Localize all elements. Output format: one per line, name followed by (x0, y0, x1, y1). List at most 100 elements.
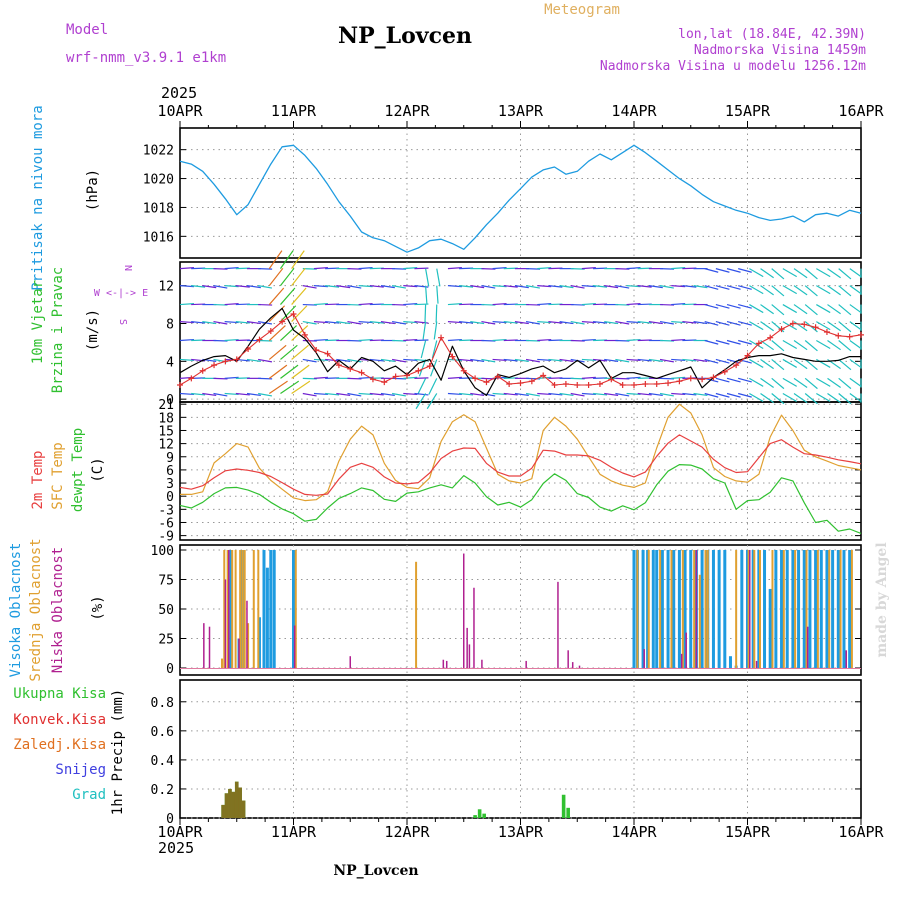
wind-arrow (637, 358, 652, 362)
wind-arrow (415, 393, 427, 410)
cloud-bar (241, 550, 244, 668)
x-tick-label-bottom: 16APR (838, 823, 884, 841)
wind-speed-point (551, 381, 558, 388)
wind-arrow (235, 320, 250, 324)
wind-arrow (648, 285, 663, 289)
y-tick-label: 8 (166, 317, 174, 332)
wind-arrow (291, 380, 311, 394)
wind-arrow (369, 285, 384, 288)
precip-conv-bar (241, 800, 246, 818)
wind-arrow (749, 339, 764, 350)
wind-arrow (615, 358, 630, 363)
wind-arrow (459, 392, 474, 396)
wind-arrow (793, 321, 808, 332)
cloud-bar (636, 550, 639, 668)
wind-speed-point (653, 381, 660, 388)
wind-arrow (782, 392, 798, 403)
wind-speed-point (335, 362, 342, 369)
wind-speed-point (585, 381, 592, 388)
wind-arrow (581, 320, 596, 324)
wind-arrow (179, 392, 195, 396)
cloud-bar (647, 550, 650, 668)
precip-conv-bar (228, 788, 232, 818)
wind-arrow (671, 376, 686, 379)
wind-arrow (313, 302, 328, 306)
wind-arrow (804, 393, 818, 405)
wind-arrow (648, 321, 663, 325)
wind-arrow (659, 358, 674, 363)
wind-speed-point (676, 378, 683, 385)
x-tick-label-bottom: 10APR (157, 823, 203, 841)
cloud-mid-title: Srednja Oblacnost (28, 538, 44, 681)
cloud-bar (825, 550, 829, 668)
wind-arrow (470, 285, 485, 289)
wind-arrow (447, 320, 462, 324)
wind-speed-point (472, 375, 479, 382)
y-tick-label: 75 (158, 574, 174, 589)
wind-arrow (279, 250, 294, 269)
wind-arrow (671, 358, 686, 362)
axis-labels: 101610181020102204812-9-6-30369121518210… (143, 102, 885, 841)
wind-arrow (804, 304, 818, 316)
wind-arrow (426, 393, 438, 410)
wind-arrow (492, 320, 507, 324)
wind-arrow (760, 358, 774, 370)
wind-arrow (380, 392, 395, 397)
y-tick-label: 12 (158, 438, 174, 453)
wind-arrow (838, 268, 852, 280)
wind-arrow (771, 285, 785, 297)
data-marks (177, 144, 864, 818)
wind-arrow (760, 285, 774, 296)
wind-title-line1: 10m Vjetar (30, 280, 46, 364)
wind-arrow (671, 320, 686, 324)
cloud-bar (693, 550, 696, 668)
wind-speed-point (245, 346, 252, 353)
wind-arrow (414, 320, 429, 324)
wind-arrow (704, 268, 719, 273)
wind-arrow (693, 321, 708, 325)
wind-arrow (325, 392, 340, 396)
y-tick-label: 21 (158, 398, 174, 413)
wind-speed-point (755, 340, 762, 347)
y-tick-label: 1018 (143, 201, 174, 216)
wind-arrow (559, 392, 574, 397)
wind-arrow (804, 268, 818, 280)
cloud-bar (203, 623, 205, 668)
wind-arrow (738, 321, 752, 326)
wind-arrow (715, 377, 730, 383)
wind-arrow (604, 358, 619, 362)
wind-arrow (749, 321, 764, 331)
wind-arrow (671, 338, 686, 342)
dewpoint-line (179, 464, 862, 534)
wind-arrow (581, 267, 596, 270)
x-tick-label-top: 10APR (157, 102, 203, 120)
wind-speed-point (494, 373, 501, 380)
cloud-bar (711, 550, 715, 668)
wind-arrow (827, 285, 841, 296)
wind-arrow (715, 268, 730, 273)
wind-arrow (671, 267, 686, 270)
wind-arrow (626, 392, 641, 396)
wind-arrow (447, 285, 462, 288)
wind-arrow (179, 302, 195, 306)
wind-arrow (537, 285, 552, 288)
wind-arrow (268, 364, 288, 379)
wind-arrow (422, 321, 427, 340)
wind-arrow (224, 267, 239, 270)
wind-arrow (581, 358, 596, 362)
wind-arrow (503, 285, 518, 288)
cloud-bar (231, 550, 234, 668)
wind-arrow (447, 338, 462, 342)
wind-arrow (380, 358, 395, 362)
wind-arrow (581, 392, 596, 396)
y-tick-label: 0 (166, 812, 174, 827)
wind-arrow (626, 358, 641, 362)
precip-conv-bar (231, 791, 236, 818)
wind-arrow (637, 285, 652, 288)
precip-frz-title: Zaledj.Kisa (13, 737, 106, 753)
wind-speed-point (381, 379, 388, 386)
wind-arrow (827, 377, 841, 389)
hail-title: Grad (72, 787, 106, 803)
cloud-bar (257, 550, 260, 668)
cloud-bar (814, 550, 818, 668)
